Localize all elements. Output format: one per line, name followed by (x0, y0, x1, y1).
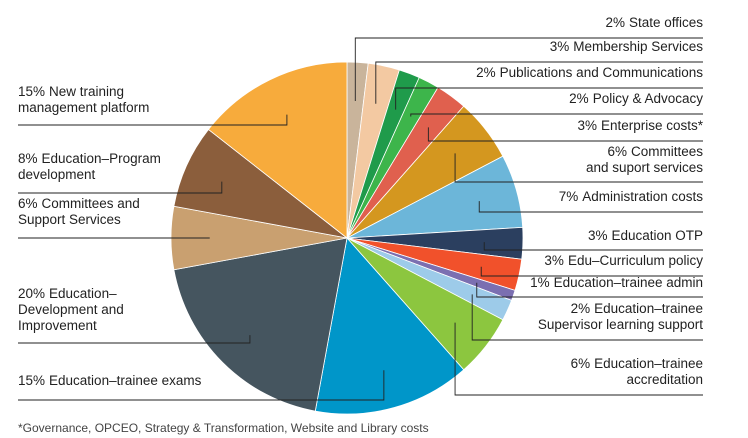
category-label: Membership Services (573, 39, 703, 54)
slice-label: 3% Enterprise costs* (577, 118, 703, 133)
leader-line (354, 37, 703, 101)
slice-label: 20% Education– Development and Improvement (18, 286, 124, 333)
slice-label: 2% Publications and Communications (476, 65, 703, 80)
slice-label: 3% Education OTP (588, 228, 703, 243)
leader-line (375, 61, 703, 104)
leaders (18, 37, 703, 401)
category-label: Committees (631, 144, 703, 159)
slice-label: 3% Edu–Curriculum policy (544, 253, 703, 268)
category-label: Education OTP (611, 228, 703, 243)
category-label: New training (49, 84, 124, 99)
category-label: Education–trainee exams (49, 373, 202, 388)
pie-slice (207, 61, 348, 239)
pie-slice (173, 237, 348, 412)
leader-line (476, 282, 703, 298)
slice-label: 15% New training management platform (18, 84, 149, 115)
leader-line (18, 335, 251, 344)
leader-line (454, 153, 703, 183)
category-label: Education–trainee (594, 301, 703, 316)
slice-label: 2% Policy & Advocacy (569, 91, 703, 106)
value-label: 3% (588, 228, 608, 243)
pie (170, 61, 524, 415)
category-label: Education–Program (42, 151, 161, 166)
category-label: Administration costs (582, 189, 703, 204)
value-label: 15% (18, 373, 45, 388)
value-label: 6% (18, 196, 38, 211)
category-label: Education–trainee (594, 356, 703, 371)
leader-line (427, 127, 703, 142)
value-label: 2% (605, 15, 625, 30)
leader-line (18, 114, 288, 126)
value-label: 2% (569, 91, 589, 106)
category-label: Improvement (18, 318, 97, 333)
leader-line (454, 322, 703, 396)
value-label: 15% (18, 84, 45, 99)
leader-line (471, 294, 703, 341)
slice-label: 15% Education–trainee exams (18, 373, 202, 388)
category-label: Supervisor learning support (538, 317, 703, 332)
category-label: Edu–Curriculum policy (568, 253, 703, 268)
value-label: 1% (530, 275, 550, 290)
slice-label: 8% Education–Program development (18, 151, 161, 182)
slice-label: 3% Membership Services (550, 39, 704, 54)
leader-line (18, 181, 223, 194)
value-label: 7% (559, 189, 579, 204)
category-label: management platform (18, 100, 149, 115)
leader-line (18, 370, 385, 401)
slice-label: 1% Education–trainee admin (530, 275, 703, 290)
category-label: and suport services (586, 160, 703, 175)
value-label: 20% (18, 286, 45, 301)
value-label: 2% (476, 65, 496, 80)
slice-label: 2% Education–trainee Supervisor learning s… (538, 301, 703, 332)
category-label: Education– (49, 286, 117, 301)
category-label: Committees and (42, 196, 140, 211)
pie-slice (314, 237, 465, 415)
category-label: State offices (629, 15, 703, 30)
slice-label: 6% Committees and suport services (586, 144, 703, 175)
value-label: 6% (571, 356, 591, 371)
category-label: Policy & Advocacy (593, 91, 704, 106)
slice-label: 6% Education–trainee accreditation (571, 356, 703, 387)
value-label: 3% (550, 39, 570, 54)
leader-line (410, 113, 703, 117)
category-label: Enterprise costs* (601, 118, 704, 133)
category-label: Education–trainee admin (554, 275, 703, 290)
leader-line (395, 87, 703, 110)
value-label: 3% (544, 253, 564, 268)
leader-line (478, 201, 703, 213)
category-label: accreditation (626, 372, 703, 387)
value-label: 6% (607, 144, 627, 159)
value-label: 8% (18, 151, 38, 166)
category-label: development (18, 167, 96, 182)
category-label: Support Services (18, 212, 121, 227)
value-label: 3% (577, 118, 597, 133)
leader-line (480, 266, 703, 277)
footnote: *Governance, OPCEO, Strategy & Transform… (18, 421, 429, 435)
slice-label: 2% State offices (605, 15, 703, 30)
slice-label: 7% Administration costs (559, 189, 704, 204)
value-label: 2% (571, 301, 591, 316)
slice-label: 6% Committees and Support Services (18, 196, 140, 227)
category-label: Publications and Communications (500, 65, 704, 80)
leader-line (483, 242, 703, 251)
category-label: Development and (18, 302, 124, 317)
